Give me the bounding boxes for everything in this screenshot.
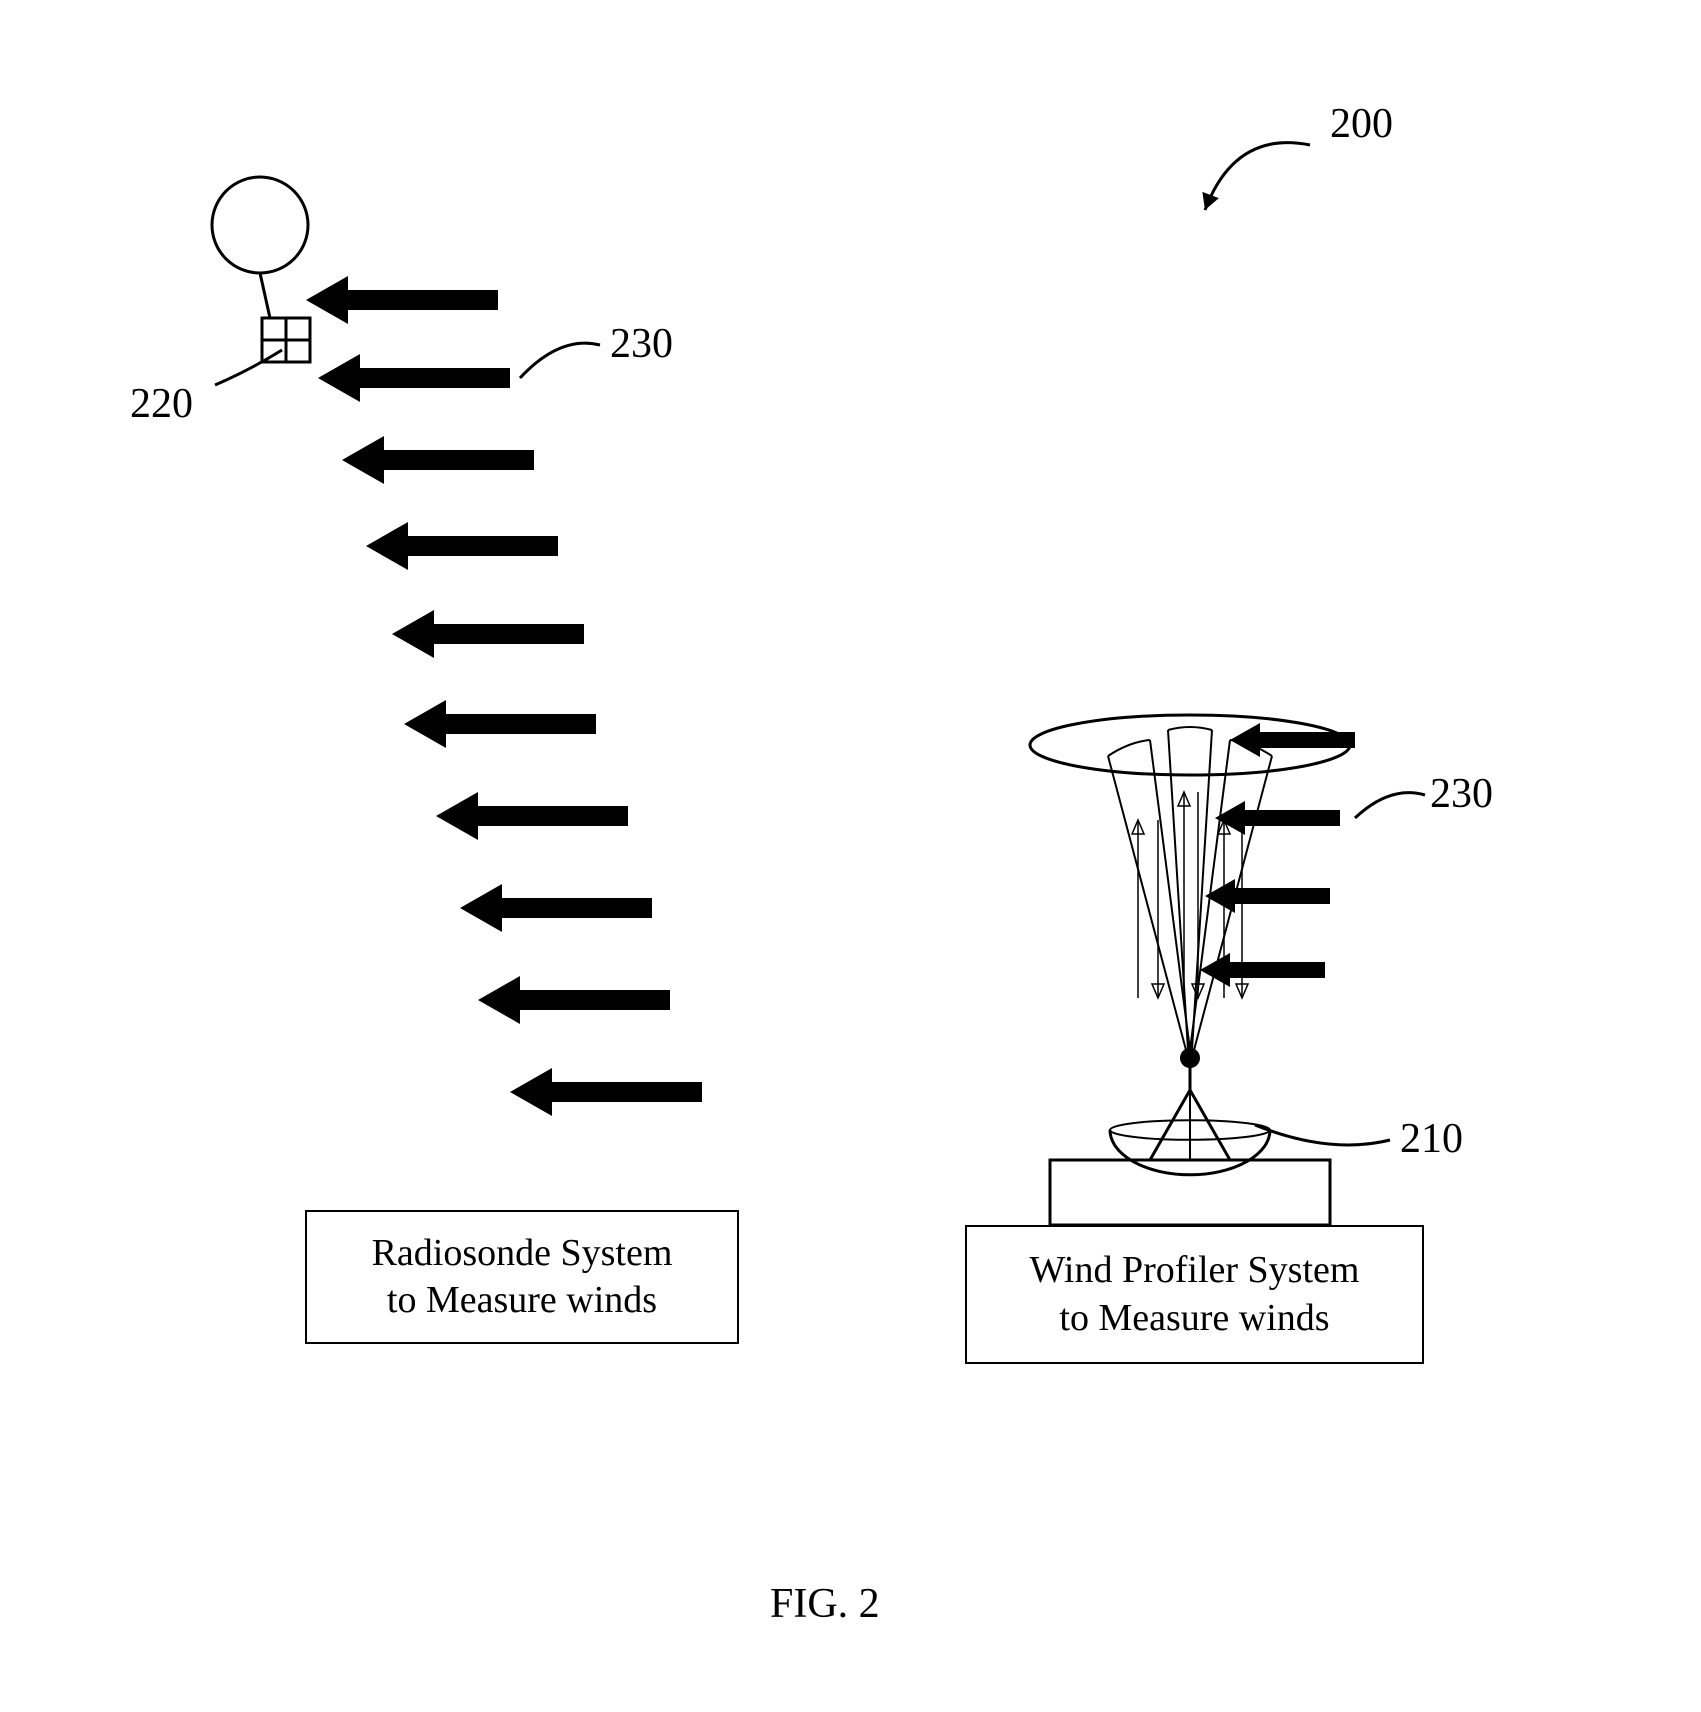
wind-arrow-left-9 [462, 1020, 750, 1164]
ref-200-leader [1185, 110, 1330, 230]
radiosonde-caption: Radiosonde Systemto Measure winds [305, 1210, 739, 1344]
ref-210-leader [1235, 1105, 1410, 1175]
profiler-caption-line2: to Measure winds [1030, 1295, 1360, 1343]
ref-230-right-leader [1335, 765, 1445, 838]
ref-230-left-leader [500, 315, 620, 398]
radiosonde-caption-line2: to Measure winds [372, 1277, 673, 1325]
profiler-caption-line1: Wind Profiler System [1030, 1247, 1360, 1295]
radiosonde-caption-line1: Radiosonde System [372, 1230, 673, 1278]
ref-220-leader [195, 330, 302, 405]
profiler-caption: Wind Profiler Systemto Measure winds [965, 1225, 1424, 1364]
ref-220: 220 [130, 380, 193, 428]
ref-200: 200 [1330, 100, 1393, 148]
figure-label: FIG. 2 [770, 1580, 880, 1628]
